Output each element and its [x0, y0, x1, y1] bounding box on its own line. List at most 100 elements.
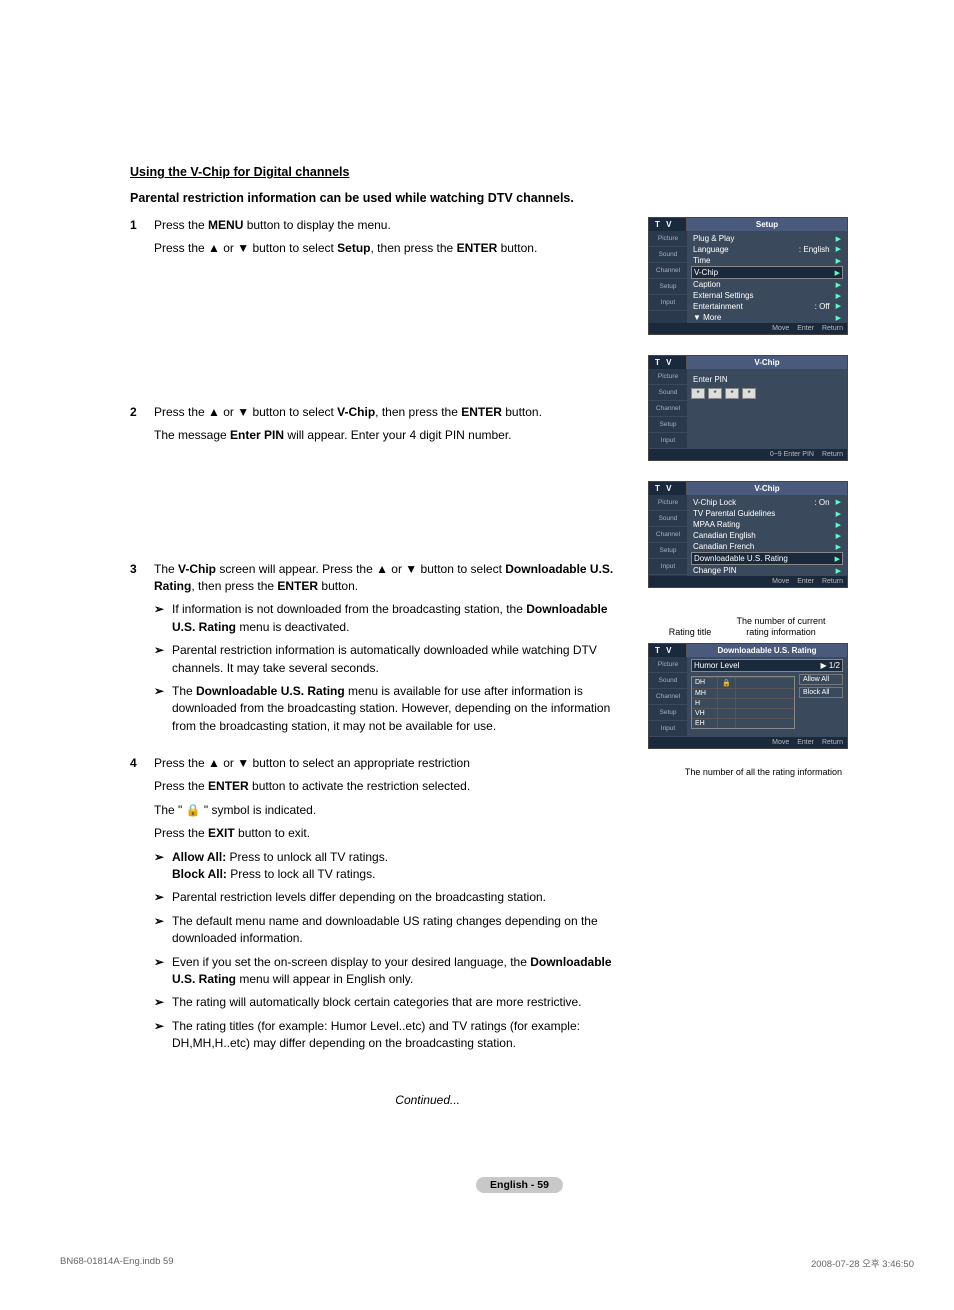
step: 4Press the ▲ or ▼ button to select an ap… [130, 755, 630, 1052]
callout-current-rating: The number of current rating information [726, 616, 836, 638]
sub-item: ➢Parental restriction information is aut… [154, 642, 630, 677]
sub-text: Even if you set the on-screen display to… [172, 954, 630, 989]
footer-hint: Return [822, 325, 843, 332]
menu-row-label: Downloadable U.S. Rating [694, 554, 788, 563]
tv-label: T V [649, 356, 687, 369]
sub-item: ➢Even if you set the on-screen display t… [154, 954, 630, 989]
sub-text: Parental restriction levels differ depen… [172, 889, 630, 906]
arrow-icon: ▶ [836, 245, 841, 254]
step-text: The " 🔒 " symbol is indicated. [154, 802, 630, 819]
footer-hint: Return [822, 578, 843, 585]
step-number: 1 [130, 217, 154, 264]
menu-row: V-Chip▶ [691, 266, 843, 279]
step-text: Press the ▲ or ▼ button to select an app… [154, 755, 630, 772]
rating-lock-cell [718, 699, 736, 708]
arrow-icon: ▶ [836, 302, 841, 311]
menu-row: Time▶ [691, 255, 843, 266]
step-body: Press the ▲ or ▼ button to select an app… [154, 755, 630, 1052]
rating-level-label: EH [692, 719, 718, 728]
side-nav-item: Sound [649, 385, 687, 401]
rating-grid: DH🔒MHHVHEH [691, 676, 795, 729]
step-text: Press the ▲ or ▼ button to select Setup,… [154, 240, 630, 257]
step: 1Press the MENU button to display the me… [130, 217, 630, 264]
menu-row: MPAA Rating▶ [691, 519, 843, 530]
sub-marker-icon: ➢ [154, 683, 172, 735]
footer: BN68-01814A-Eng.indb 59 2008-07-28 오후 3:… [60, 1256, 914, 1270]
step-body: Press the MENU button to display the men… [154, 217, 630, 264]
callout-all-rating: The number of all the rating information [648, 767, 848, 778]
arrow-icon: ▶ [836, 567, 841, 575]
menu-row-label: Change PIN [693, 566, 737, 575]
sub-marker-icon: ➢ [154, 889, 172, 906]
rating-level-label: DH [692, 678, 718, 688]
sub-text: The rating titles (for example: Humor Le… [172, 1018, 630, 1053]
side-nav-item: Input [649, 559, 687, 575]
side-nav-item: Sound [649, 673, 687, 689]
enter-pin-label: Enter PIN [693, 375, 841, 384]
sub-marker-icon: ➢ [154, 913, 172, 948]
arrow-icon: ▶ [836, 532, 841, 540]
sub-item: ➢If information is not downloaded from t… [154, 601, 630, 636]
step-body: The V-Chip screen will appear. Press the… [154, 561, 630, 736]
step: 2Press the ▲ or ▼ button to select V-Chi… [130, 404, 630, 451]
menu-row-label: Canadian English [693, 531, 756, 540]
menu-row-label: External Settings [693, 291, 753, 300]
sub-marker-icon: ➢ [154, 1018, 172, 1053]
tv-menu-pin: T V V-Chip PictureSoundChannelSetupInput… [648, 355, 848, 461]
menu-row-label: ▼ More [693, 313, 721, 322]
menu-row-value: : English [799, 245, 830, 254]
arrow-icon: ▶ [836, 498, 841, 507]
sub-text: The default menu name and downloadable U… [172, 913, 630, 948]
side-nav-item: Setup [649, 705, 687, 721]
rating-action-button: Block All [799, 687, 843, 698]
menu-row: V-Chip Lock: On▶ [691, 497, 843, 508]
tv-menu-setup: T V Setup PictureSoundChannelSetupInput … [648, 217, 848, 335]
menu-row: Plug & Play▶ [691, 233, 843, 244]
tv-menu-vchip: T V V-Chip PictureSoundChannelSetupInput… [648, 481, 848, 588]
tv-menu-downloadable: T V Downloadable U.S. Rating PictureSoun… [648, 643, 848, 749]
sub-marker-icon: ➢ [154, 954, 172, 989]
tv-label: T V [649, 644, 687, 657]
sub-text: Parental restriction information is auto… [172, 642, 630, 677]
footer-hint: Return [822, 739, 843, 746]
sub-text: If information is not downloaded from th… [172, 601, 630, 636]
menu-row-label: Language [693, 245, 729, 254]
side-nav-item: Channel [649, 689, 687, 705]
rating-lock-cell [718, 719, 736, 728]
menu-row: Change PIN ▶ [691, 565, 843, 576]
rating-lock-cell [718, 689, 736, 698]
continued-label: Continued... [130, 1093, 630, 1107]
sub-item: ➢The default menu name and downloadable … [154, 913, 630, 948]
menu-row-label: MPAA Rating [693, 520, 740, 529]
step-text: Press the ▲ or ▼ button to select V-Chip… [154, 404, 630, 421]
subtitle: Parental restriction information can be … [130, 191, 909, 205]
step-text: Press the EXIT button to exit. [154, 825, 630, 842]
section-title: Using the V-Chip for Digital channels [130, 165, 909, 179]
menu-title: Downloadable U.S. Rating [687, 644, 847, 657]
sub-text: The rating will automatically block cert… [172, 994, 630, 1011]
sub-marker-icon: ➢ [154, 642, 172, 677]
page-indicator: English - 59 [130, 1177, 909, 1193]
side-nav-item: Channel [649, 263, 687, 279]
side-nav-item: Channel [649, 401, 687, 417]
humor-level-row: Humor Level ▶ 1/2 [691, 659, 843, 672]
sub-marker-icon: ➢ [154, 849, 172, 884]
page-number-pill: English - 59 [476, 1177, 563, 1193]
footer-hint: Move [772, 739, 789, 746]
footer-hint: Enter [797, 578, 814, 585]
side-nav-item: Input [649, 295, 687, 311]
step-text: Press the ENTER button to activate the r… [154, 778, 630, 795]
step-text: The message Enter PIN will appear. Enter… [154, 427, 630, 444]
side-nav-item: Picture [649, 369, 687, 385]
menu-row-label: Caption [693, 280, 721, 289]
step-body: Press the ▲ or ▼ button to select V-Chip… [154, 404, 630, 451]
menu-row: Caption▶ [691, 279, 843, 290]
rating-lock-cell [718, 709, 736, 718]
rating-level-label: H [692, 699, 718, 708]
footer-right: 2008-07-28 오후 3:46:50 [811, 1256, 914, 1270]
side-nav-item: Input [649, 721, 687, 737]
side-nav-item: Setup [649, 279, 687, 295]
humor-level-label: Humor Level [694, 661, 739, 670]
side-nav-item: Sound [649, 511, 687, 527]
sub-item: ➢Allow All: Press to unlock all TV ratin… [154, 849, 630, 884]
